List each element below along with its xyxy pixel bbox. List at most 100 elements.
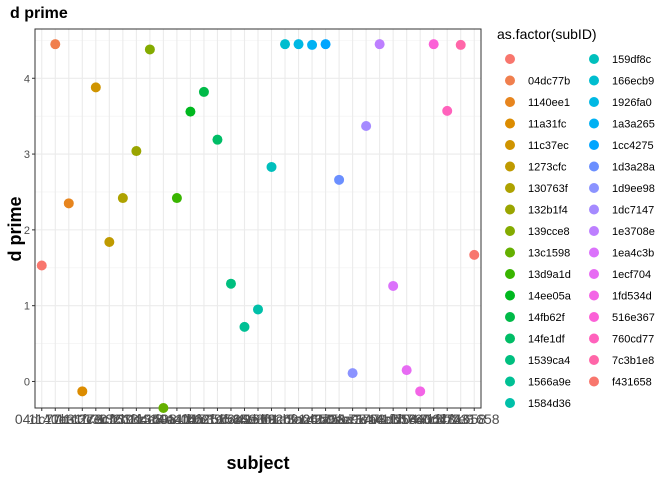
legend-item: 13d9a1d	[505, 269, 571, 281]
legend-key	[589, 247, 599, 258]
y-tick-label: 2	[24, 225, 30, 237]
data-point	[158, 403, 169, 413]
data-point	[415, 386, 426, 397]
legend-key	[589, 183, 599, 193]
legend-label: 14fe1df	[528, 334, 566, 346]
legend-label: 1ea4c3b	[612, 248, 654, 260]
data-point	[253, 304, 263, 315]
x-tick-label: 1fd534d	[381, 411, 432, 427]
data-point	[225, 278, 236, 289]
legend-key	[505, 269, 515, 279]
legend-key	[505, 355, 515, 365]
legend-label: 14ee05a	[528, 291, 572, 303]
legend-label: 11a31fc	[528, 119, 567, 131]
legend-key	[589, 376, 599, 387]
x-tick-label: 132b1f4	[98, 411, 149, 427]
legend-label: 1fd534d	[612, 291, 652, 303]
legend-item: 11a31fc	[505, 118, 567, 131]
legend-key	[589, 312, 599, 322]
legend-key	[505, 312, 515, 322]
legend-label: 13c1598	[528, 248, 570, 260]
legend-label: 159df8c	[612, 54, 652, 66]
legend-item: 1a3a265	[589, 118, 655, 131]
legend-item: 14ee05a	[505, 290, 572, 303]
legend-label: 14fb62f	[528, 312, 566, 324]
legend-item: 130763f	[505, 183, 569, 195]
legend-key	[505, 398, 515, 408]
data-point	[171, 193, 182, 204]
legend-key	[505, 161, 515, 172]
legend-item: 1e3708e	[589, 226, 655, 238]
legend-item: 1dc7147	[589, 204, 654, 217]
legend-label: 1584d36	[528, 398, 571, 410]
data-point	[455, 39, 466, 50]
data-point	[293, 39, 304, 50]
x-tick-label: 14ee05a	[150, 411, 205, 427]
legend-label: 1539ca4	[528, 355, 570, 367]
legend-key	[589, 226, 599, 236]
legend-item: 1ecf704	[589, 269, 651, 281]
legend-label: 760cd77	[612, 334, 654, 346]
legend-item: 1fd534d	[589, 290, 652, 303]
legend-key	[589, 118, 599, 129]
x-tick-label: 1273cfc	[71, 411, 120, 427]
legend-key	[505, 75, 515, 86]
x-tick-label: 1a3a265	[271, 411, 326, 427]
legend-key	[589, 355, 599, 365]
legend-item: 760cd77	[589, 333, 654, 346]
legend-label: 11c37ec	[528, 140, 569, 152]
legend-item: 1d9ee98	[589, 183, 655, 195]
data-point	[361, 121, 372, 132]
y-tick-label: 3	[24, 149, 30, 161]
data-point	[401, 365, 412, 376]
legend-key	[505, 183, 515, 193]
legend-label: 1e3708e	[612, 226, 655, 238]
legend-key	[589, 54, 599, 64]
legend-key	[589, 204, 599, 215]
legend-item: 14fb62f	[505, 312, 566, 324]
data-point	[212, 134, 223, 145]
legend-label: 132b1f4	[528, 205, 568, 217]
x-tick-label: 166ecb9	[245, 411, 299, 427]
legend-item: 1566a9e	[505, 376, 571, 389]
legend-item: 139cce8	[505, 226, 570, 238]
legend-label: 166ecb9	[612, 76, 654, 88]
data-point	[320, 39, 331, 50]
data-point	[239, 321, 250, 332]
y-axis-title: d prime	[5, 196, 25, 261]
legend-key	[589, 97, 599, 107]
data-point	[117, 193, 128, 204]
legend-key	[589, 290, 599, 301]
data-point	[374, 39, 385, 50]
legend-label: 130763f	[528, 183, 569, 195]
data-point	[144, 44, 155, 55]
legend-item: 04dc77b	[505, 75, 570, 88]
legend-label: 516e367	[612, 312, 655, 324]
legend-key	[505, 290, 515, 301]
x-tick-label: 1ea4c3b	[353, 411, 407, 427]
legend-item: 7c3b1e8	[589, 355, 654, 367]
data-point	[36, 260, 47, 271]
legend-label: 1273cfc	[528, 162, 567, 174]
legend-key	[589, 269, 599, 279]
x-axis-title: subject	[226, 453, 289, 473]
x-tick-label: 1566a9e	[204, 411, 259, 427]
x-tick-label: 1d3a28a	[298, 411, 353, 427]
x-tick-label: 1e3708e	[339, 411, 394, 427]
x-tick-label: 11a31fc	[44, 411, 93, 427]
legend-item: 1273cfc	[505, 161, 567, 174]
legend-key	[505, 226, 515, 236]
data-point	[266, 161, 277, 172]
x-tick-label: 11c37ec	[56, 411, 108, 427]
legend-label: f431658	[612, 377, 652, 389]
legend-label: 13d9a1d	[528, 269, 571, 281]
data-point	[104, 236, 115, 247]
legend-item: 1539ca4	[505, 355, 570, 367]
legend-item: f431658	[589, 376, 652, 389]
legend-item: 166ecb9	[589, 75, 654, 88]
legend-item: 13c1598	[505, 247, 570, 260]
legend-label: 1926fa0	[612, 97, 652, 109]
plot-panel: 0 1 2 3 4 04dc77b1140ee111a31fc11c37ec1273cfc…	[15, 28, 500, 427]
data-point	[90, 82, 101, 93]
data-point	[280, 39, 291, 50]
